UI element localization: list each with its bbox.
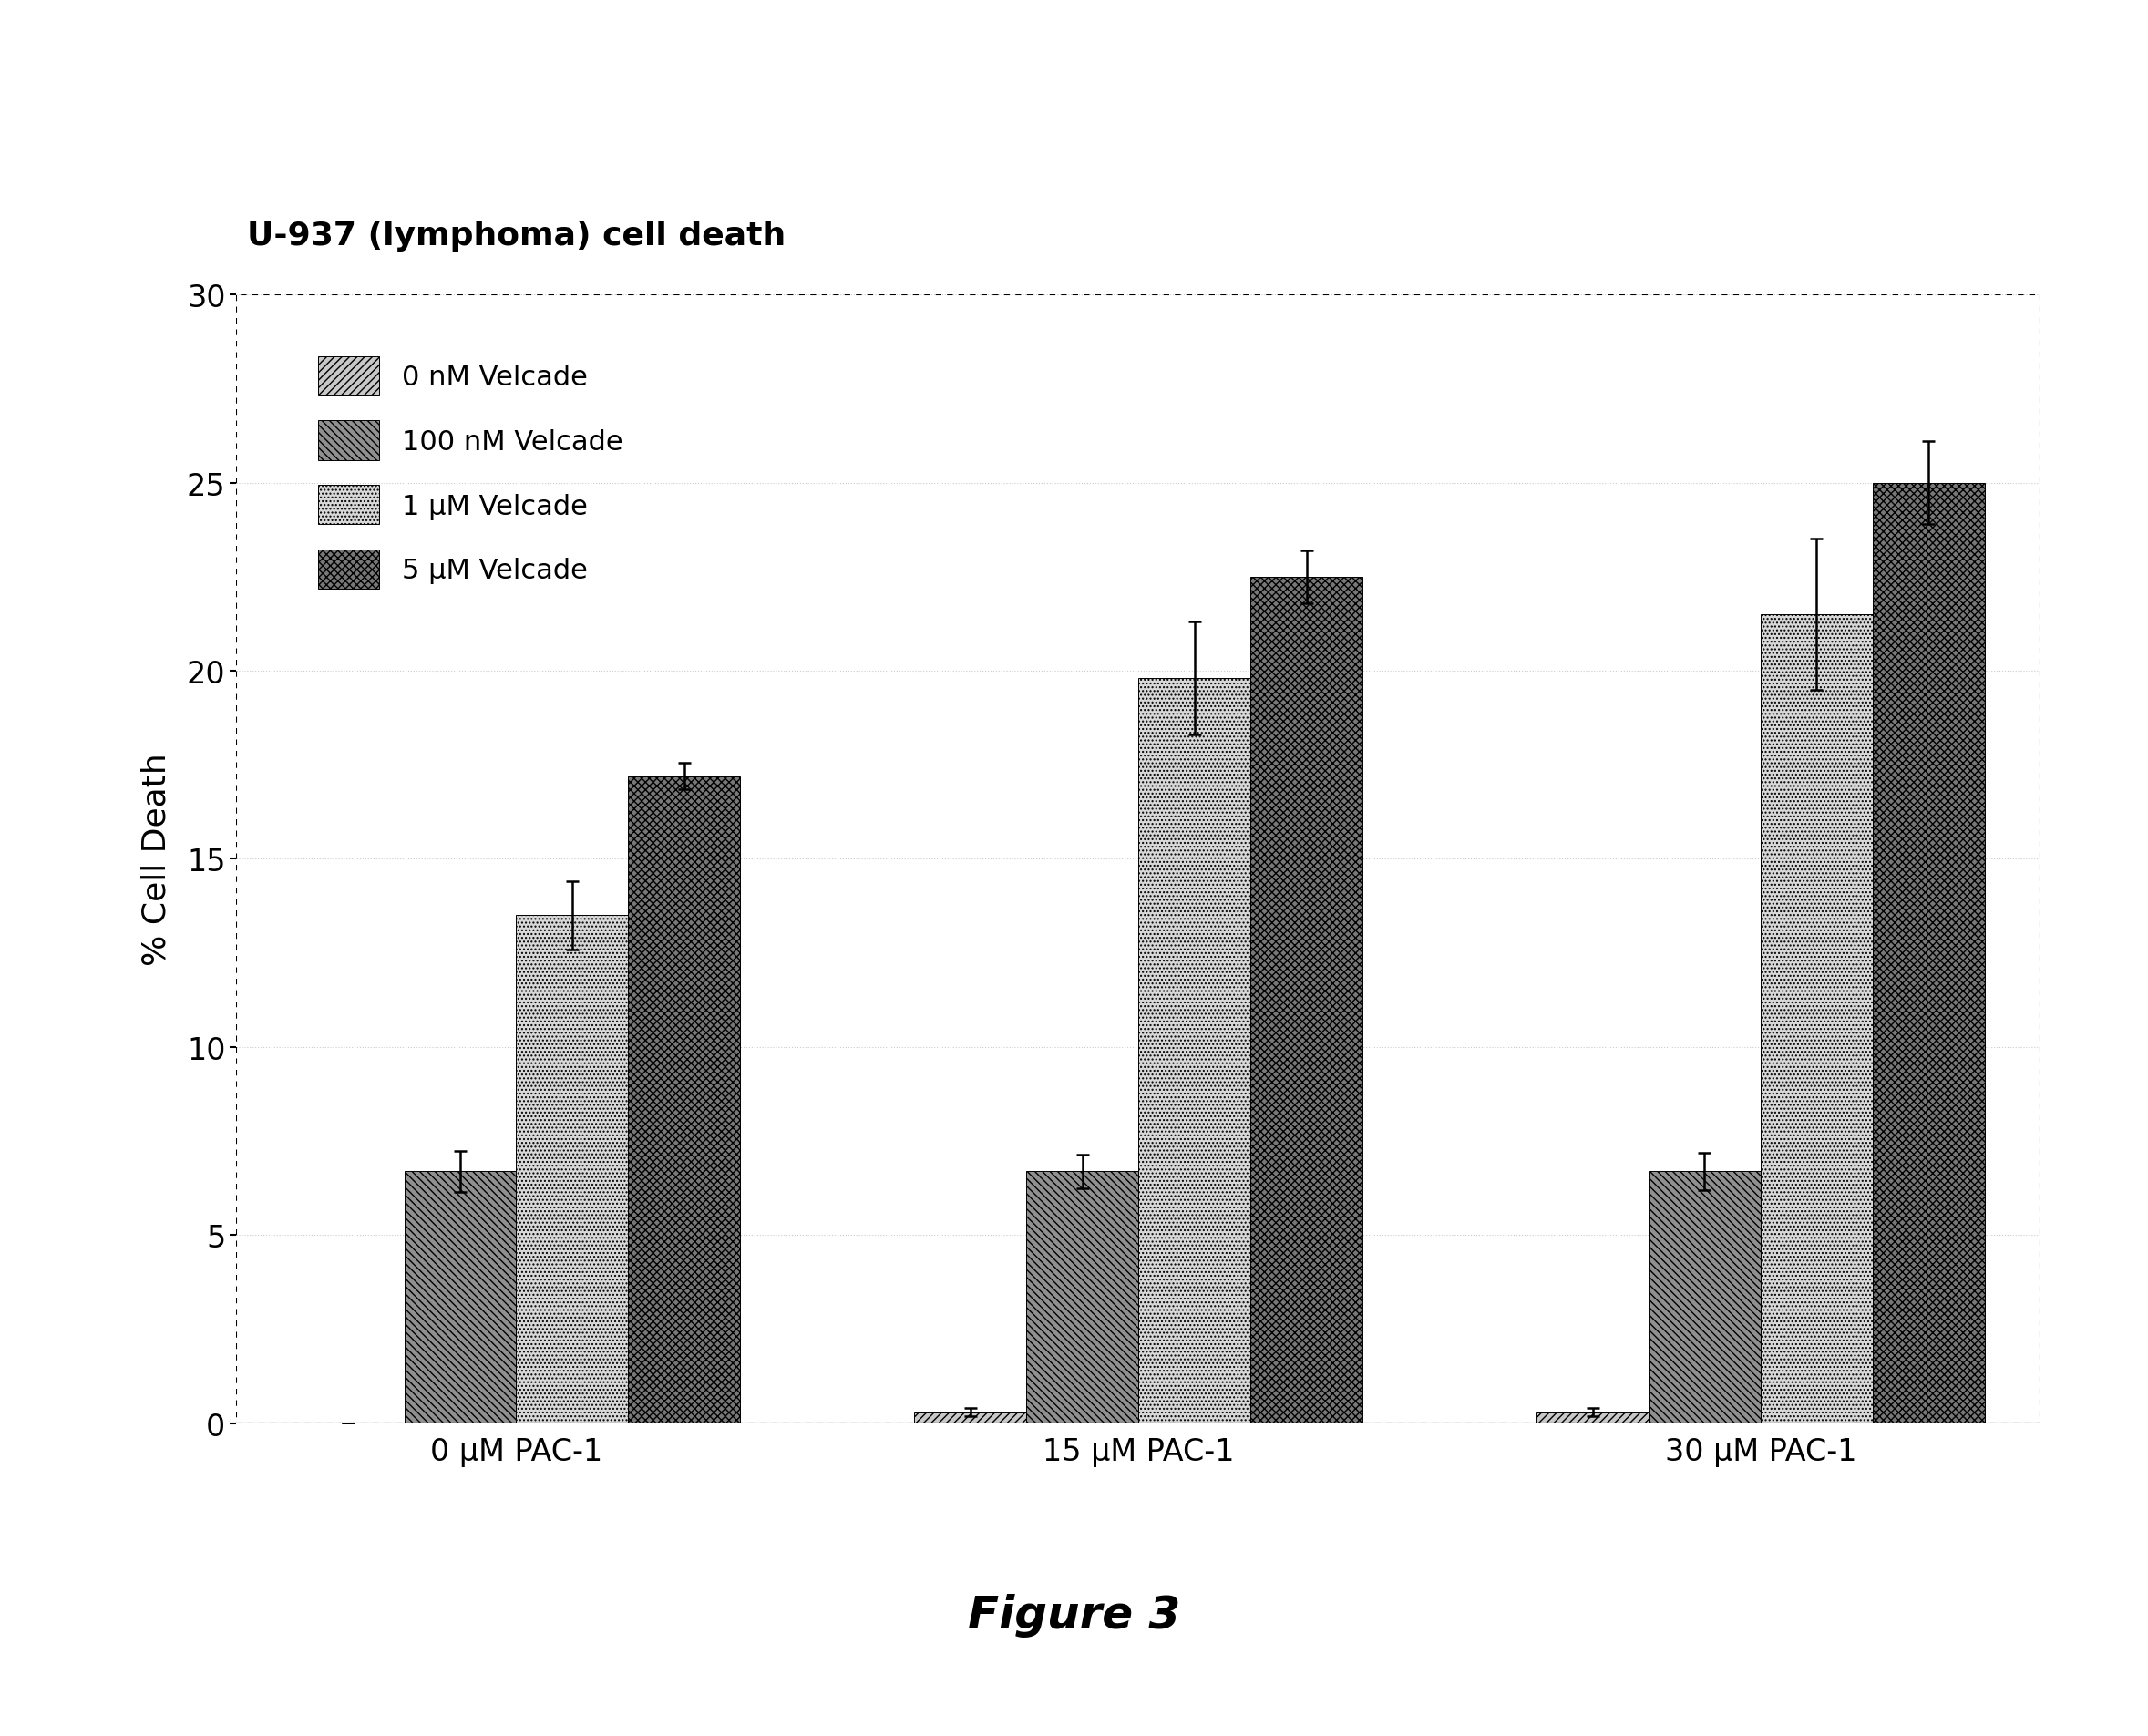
Bar	[404, 1172, 516, 1424]
Bar	[1138, 679, 1250, 1424]
Bar	[1873, 483, 1985, 1424]
Bar	[1027, 1172, 1138, 1424]
Bar	[516, 917, 627, 1424]
Bar	[1650, 1172, 1761, 1424]
Bar	[627, 776, 741, 1424]
Text: U-937 (lymphoma) cell death: U-937 (lymphoma) cell death	[247, 220, 786, 252]
Legend: 0 nM Velcade, 100 nM Velcade, 1 μM Velcade, 5 μM Velcade: 0 nM Velcade, 100 nM Velcade, 1 μM Velca…	[305, 344, 636, 604]
Bar	[915, 1413, 1027, 1424]
Text: Figure 3: Figure 3	[969, 1592, 1179, 1637]
Bar	[1536, 1413, 1650, 1424]
Bar	[1250, 576, 1362, 1424]
Y-axis label: % Cell Death: % Cell Death	[140, 753, 172, 965]
Bar	[1761, 615, 1873, 1424]
